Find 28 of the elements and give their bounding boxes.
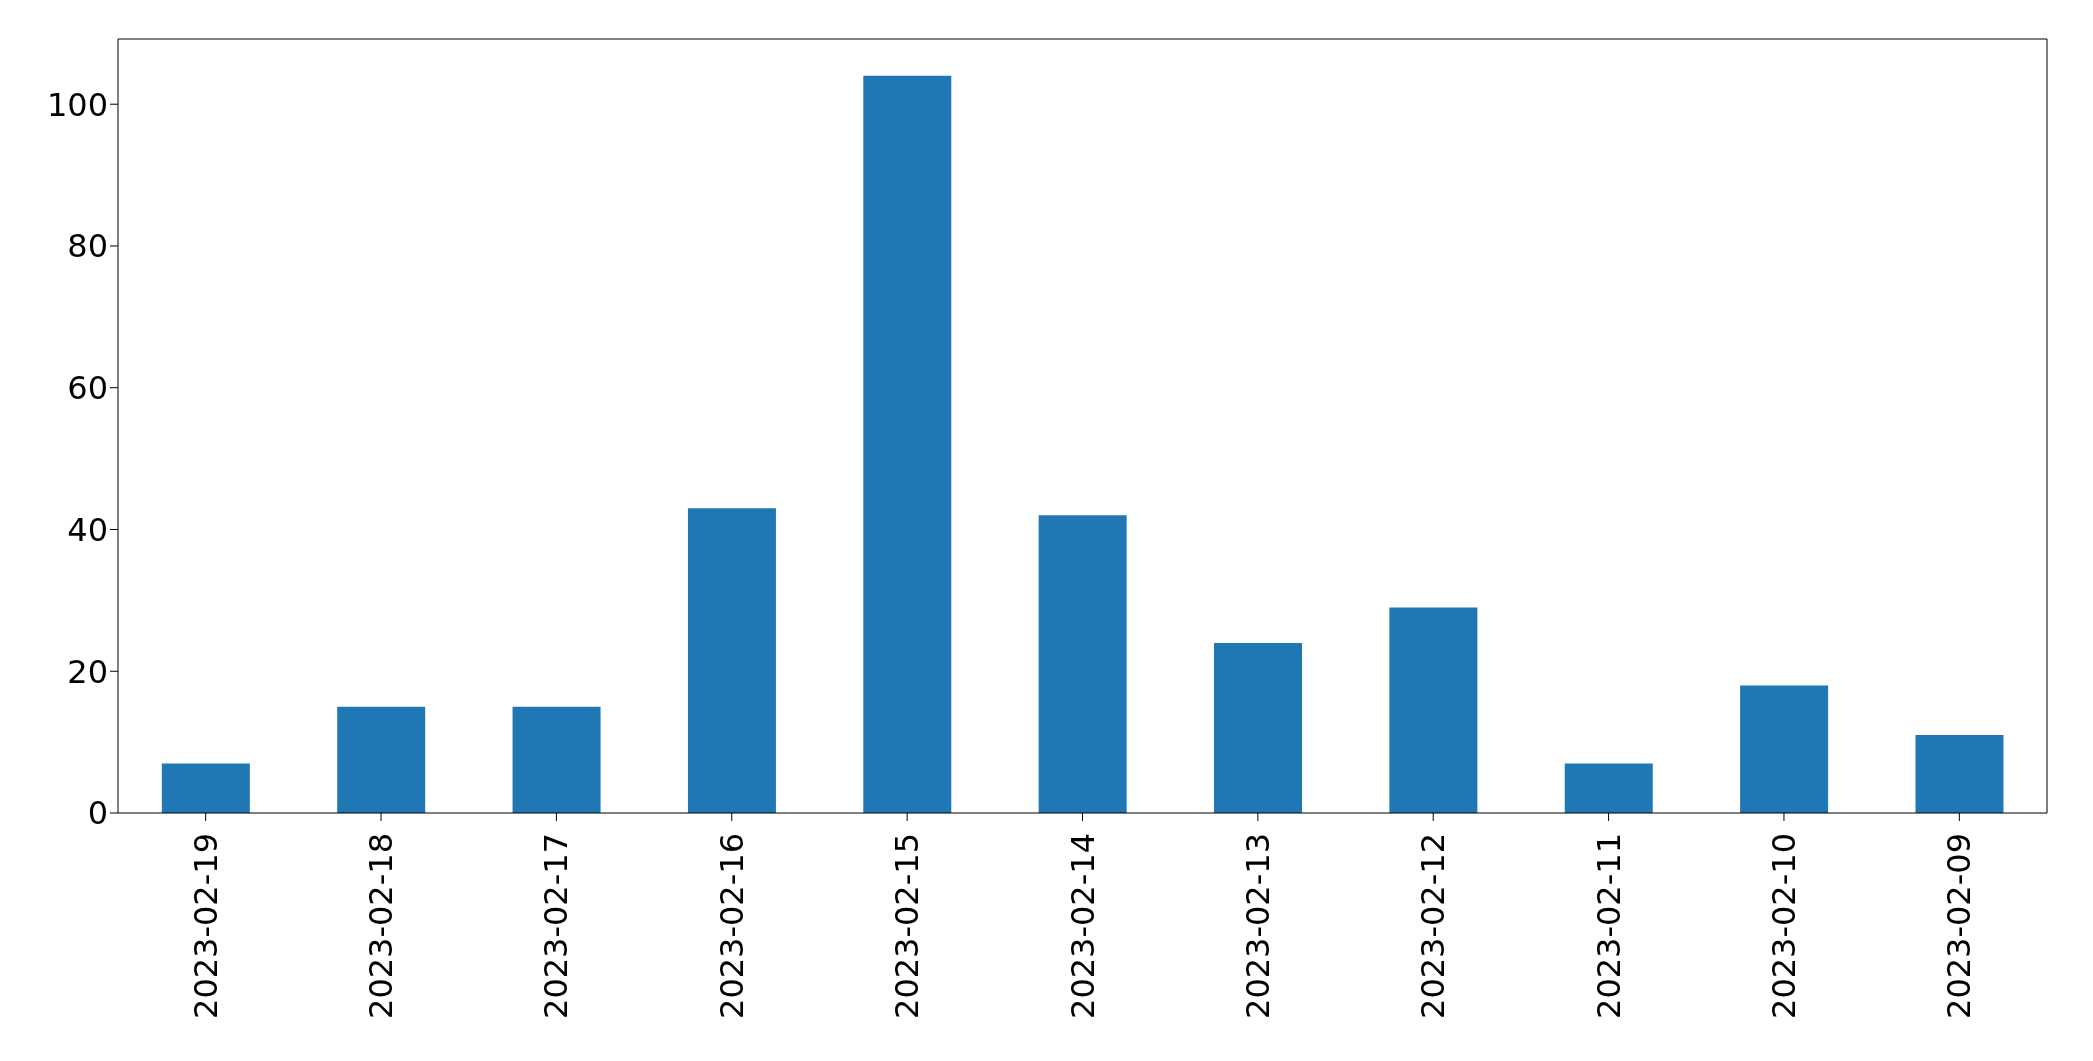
x-tick-label: 2023-02-15 [888, 833, 927, 1019]
bar [1038, 515, 1127, 813]
bar [1389, 607, 1478, 813]
x-tick-label: 2023-02-12 [1414, 833, 1453, 1019]
bar [337, 706, 426, 813]
bar [1740, 685, 1829, 813]
x-tick-label: 2023-02-17 [537, 833, 576, 1019]
x-tick-label: 2023-02-14 [1063, 833, 1102, 1019]
bar [1564, 763, 1653, 813]
bar [1915, 735, 2004, 813]
x-tick-label: 2023-02-18 [362, 833, 401, 1019]
y-tick-label: 100 [46, 85, 108, 124]
y-tick-label: 40 [67, 510, 108, 549]
bar [687, 508, 776, 813]
y-tick-label: 80 [67, 227, 108, 266]
x-tick-label: 2023-02-13 [1238, 833, 1277, 1019]
y-tick-label: 20 [67, 652, 108, 691]
x-tick-label: 2023-02-16 [712, 833, 751, 1019]
x-tick-label: 2023-02-11 [1589, 833, 1628, 1019]
bar [1214, 642, 1303, 813]
x-tick-label: 2023-02-09 [1940, 833, 1979, 1019]
bar [161, 763, 250, 813]
x-tick-label: 2023-02-10 [1764, 833, 1803, 1019]
y-tick-label: 0 [87, 794, 108, 833]
x-tick-label: 2023-02-19 [186, 833, 225, 1019]
bar [863, 75, 952, 813]
y-tick-label: 60 [67, 369, 108, 408]
bar [512, 706, 601, 813]
